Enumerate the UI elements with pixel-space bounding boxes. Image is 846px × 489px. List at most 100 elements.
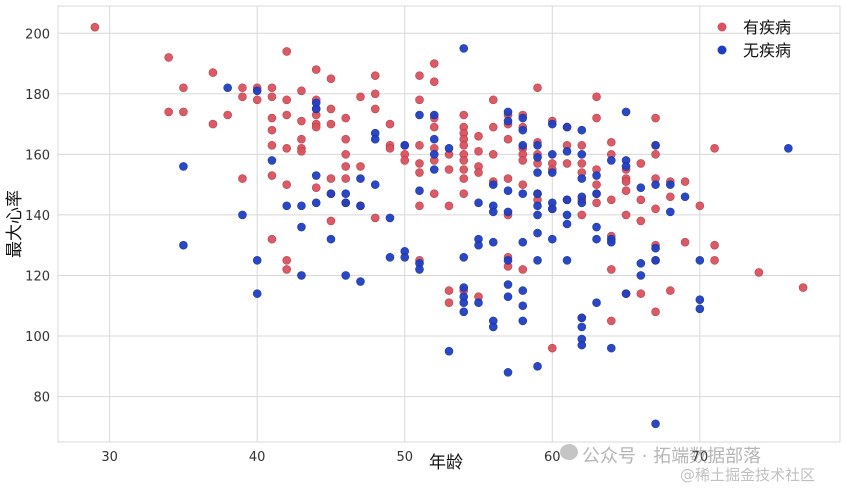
y-tick-label: 80 [33,391,50,406]
data-point [282,110,291,120]
data-point [533,228,542,238]
data-point [311,122,321,132]
data-point [282,201,291,211]
data-point [488,180,498,189]
data-point [238,174,247,183]
data-point [474,240,483,250]
data-point [400,140,410,150]
data-point [503,186,513,195]
x-axis-label: 年龄 [429,453,463,473]
data-point [651,256,660,265]
data-point [547,150,557,159]
data-point [695,295,705,304]
data-point [488,322,498,332]
data-point [592,234,601,244]
data-point [488,95,498,105]
scatter-points [90,22,808,429]
data-point [459,253,469,262]
data-point [282,95,291,105]
data-point [252,289,262,298]
data-point [754,268,764,277]
data-point [429,189,439,199]
data-point [621,107,631,117]
data-point [533,210,542,220]
data-point [488,207,498,217]
data-point [415,140,424,150]
data-point [459,189,469,199]
data-point [666,207,675,217]
data-point [370,180,380,189]
data-point [311,65,321,74]
data-point [444,286,454,295]
data-point [651,307,660,317]
data-point [547,234,557,244]
data-point [326,234,336,244]
data-point [415,201,424,211]
data-point [651,243,660,253]
grid [58,6,840,442]
data-point [267,125,277,135]
data-point [429,165,439,174]
data-point [562,122,572,132]
data-point [607,265,616,274]
data-point [326,104,336,114]
data-point [636,289,646,298]
data-point [297,201,306,211]
data-point [326,119,336,129]
data-point [518,237,528,247]
data-point [651,204,660,214]
y-tick-label: 120 [25,269,50,284]
data-point [267,113,277,123]
data-point [415,168,424,177]
data-point [503,174,513,183]
data-point [341,162,351,171]
data-point [326,216,336,226]
data-point [415,159,424,168]
data-point [488,150,498,159]
data-point [341,189,351,199]
data-point [577,313,587,323]
data-point [666,286,675,295]
data-point [533,140,542,150]
x-tick-labels: 30 40 50 60 70 [101,450,708,465]
data-point [370,134,380,144]
data-point [503,280,513,289]
data-point [238,210,247,220]
data-point [636,216,646,226]
data-point [577,125,587,135]
data-point [503,207,513,217]
data-point [636,183,646,192]
data-point [326,189,336,199]
data-point [533,256,542,265]
data-point [621,210,631,220]
data-point [267,234,277,244]
data-point [223,83,232,93]
data-point [297,86,306,96]
data-point [577,340,587,350]
data-point [400,253,410,262]
data-point [429,150,439,159]
data-point [341,134,351,144]
data-point [459,283,469,292]
data-point [252,86,262,96]
data-point [267,171,277,180]
legend-marker [717,22,727,32]
data-point [651,140,660,150]
data-point [341,271,351,280]
data-point [533,362,542,371]
data-point [621,177,631,186]
data-point [636,271,646,280]
data-point [577,159,587,168]
data-point [710,256,719,265]
data-point [577,198,587,208]
data-point [415,265,424,274]
data-point [252,256,262,265]
data-point [651,180,660,189]
data-point [518,301,528,311]
data-point [444,298,454,308]
data-point [459,140,469,150]
data-point [267,140,277,150]
data-point [666,180,675,189]
data-point [518,125,528,135]
legend-label: 无疾病 [743,41,791,60]
